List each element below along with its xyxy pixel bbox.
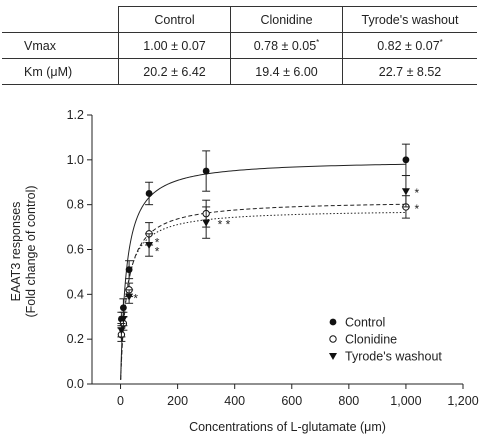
- table-header-clonidine: Clonidine: [230, 6, 343, 33]
- significance-star: *: [155, 236, 160, 250]
- table-cell-clonidine: 0.78 ± 0.05*: [230, 32, 343, 59]
- y-tick-label: 0.2: [67, 332, 84, 346]
- point-marker: [125, 293, 134, 301]
- x-tick-label: 400: [224, 394, 245, 408]
- legend-label: Clonidine: [345, 333, 397, 347]
- table-cell-washout: 22.7 ± 8.52: [342, 58, 477, 85]
- y-tick-label: 0.6: [67, 243, 84, 257]
- fit-curve: [120, 211, 406, 380]
- table-header-row: Control Clonidine Tyrode's washout: [2, 6, 477, 33]
- cell-value: 19.4 ± 6.00: [255, 65, 318, 79]
- significance-mark: *: [439, 38, 443, 47]
- point-marker: [119, 304, 127, 312]
- table-row-vmax: Vmax 1.00 ± 0.07 0.78 ± 0.05* 0.82 ± 0.0…: [2, 32, 477, 59]
- legend-label: Control: [345, 316, 385, 330]
- legend-entry: Control: [329, 316, 385, 330]
- series-group: [117, 143, 410, 327]
- table-cell-control: 1.00 ± 0.07: [118, 32, 231, 59]
- y-tick-label: 1.0: [67, 153, 84, 167]
- table-row-km: Km (μM) 20.2 ± 6.42 19.4 ± 6.00 22.7 ± 8…: [2, 58, 477, 85]
- cell-value: 22.7 ± 8.52: [378, 65, 442, 79]
- point-marker: [329, 335, 337, 343]
- significance-star: *: [414, 186, 419, 200]
- point-marker: [329, 353, 337, 360]
- y-axis-title-line: EAAT3 responses: [9, 202, 23, 302]
- x-tick-label: 600: [281, 394, 302, 408]
- point-marker: [145, 242, 154, 250]
- point-marker: [125, 266, 133, 274]
- point-marker: [145, 190, 153, 197]
- table-header-washout: Tyrode's washout: [342, 6, 477, 33]
- point-marker: [202, 219, 211, 227]
- point-marker: [401, 188, 410, 196]
- table-cell-label: Vmax: [2, 32, 119, 59]
- x-axis-title: Concentrations of L-glutamate (μm): [189, 420, 386, 434]
- x-tick-label: 800: [338, 394, 359, 408]
- x-tick-label: 200: [167, 394, 188, 408]
- series-group: [117, 175, 410, 338]
- table-cell-clonidine: 19.4 ± 6.00: [230, 58, 343, 85]
- x-tick-label: 0: [117, 394, 124, 408]
- point-marker: [402, 156, 410, 164]
- point-marker: [117, 327, 126, 335]
- y-tick-label: 0.8: [67, 198, 84, 212]
- legend-entry: Clonidine: [329, 333, 397, 347]
- y-tick-label: 1.2: [67, 108, 84, 122]
- y-tick-label: 0.0: [67, 377, 84, 391]
- significance-star: * *: [218, 218, 231, 232]
- legend-label: Tyrode's washout: [345, 350, 442, 364]
- significance-star: *: [133, 292, 138, 306]
- x-tick-label: 1,000: [390, 394, 421, 408]
- significance-star: *: [155, 245, 160, 259]
- table-cell-washout: 0.82 ± 0.07*: [342, 32, 477, 59]
- point-marker: [119, 315, 128, 323]
- y-tick-label: 0.4: [67, 287, 84, 301]
- table-cell-label: Km (μM): [2, 58, 119, 85]
- legend-entry: Tyrode's washout: [329, 350, 442, 364]
- x-tick-label: 1,200: [447, 394, 478, 408]
- kinetics-table: Control Clonidine Tyrode's washout Vmax …: [2, 6, 477, 85]
- significance-star: *: [414, 202, 419, 216]
- cell-value: 0.82 ± 0.07: [377, 39, 440, 53]
- table-cell-control: 20.2 ± 6.42: [118, 58, 231, 85]
- y-axis-title-line: (Fold change of control): [24, 185, 38, 317]
- point-marker: [202, 167, 210, 175]
- cell-value: 0.78 ± 0.05: [253, 39, 317, 53]
- significance-mark: *: [316, 38, 320, 47]
- point-marker: [329, 318, 337, 326]
